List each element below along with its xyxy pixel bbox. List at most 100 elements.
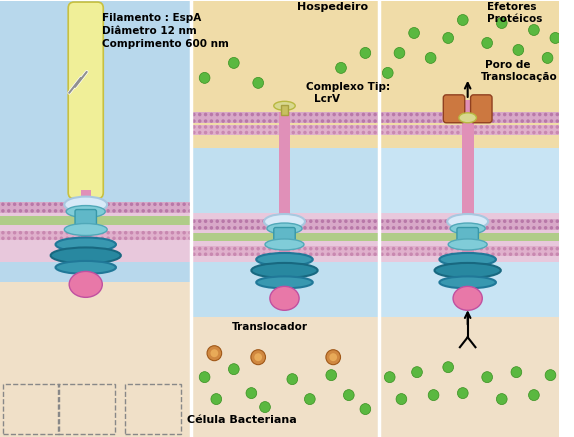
Text: Complexo Tip:: Complexo Tip: xyxy=(306,82,390,92)
Circle shape xyxy=(538,226,541,229)
Circle shape xyxy=(392,219,395,223)
Circle shape xyxy=(95,202,98,206)
Circle shape xyxy=(215,125,219,129)
Circle shape xyxy=(373,226,377,229)
Circle shape xyxy=(433,119,436,123)
Circle shape xyxy=(468,125,471,129)
Circle shape xyxy=(356,119,359,123)
Circle shape xyxy=(515,119,518,123)
Bar xyxy=(379,246,559,257)
Circle shape xyxy=(332,219,336,223)
Circle shape xyxy=(409,253,413,256)
Circle shape xyxy=(479,219,483,223)
Circle shape xyxy=(1,209,5,213)
Circle shape xyxy=(274,219,277,223)
Circle shape xyxy=(474,113,477,116)
Circle shape xyxy=(222,113,225,116)
Circle shape xyxy=(42,231,45,235)
Circle shape xyxy=(165,209,168,213)
Circle shape xyxy=(286,219,289,223)
Circle shape xyxy=(538,119,541,123)
Circle shape xyxy=(479,125,483,129)
Circle shape xyxy=(468,119,471,123)
Circle shape xyxy=(257,125,260,129)
Circle shape xyxy=(415,113,419,116)
Circle shape xyxy=(177,209,180,213)
Circle shape xyxy=(30,236,34,240)
Ellipse shape xyxy=(265,239,304,250)
Circle shape xyxy=(321,247,324,250)
Circle shape xyxy=(268,113,272,116)
Circle shape xyxy=(356,253,359,256)
Circle shape xyxy=(297,253,301,256)
Circle shape xyxy=(538,125,541,129)
Circle shape xyxy=(380,226,383,229)
Circle shape xyxy=(380,253,383,256)
Circle shape xyxy=(415,131,419,134)
Circle shape xyxy=(427,131,430,134)
Circle shape xyxy=(222,219,225,223)
Circle shape xyxy=(433,113,436,116)
Circle shape xyxy=(456,113,460,116)
Circle shape xyxy=(177,236,180,240)
Circle shape xyxy=(526,226,530,229)
Circle shape xyxy=(468,253,471,256)
Circle shape xyxy=(468,113,471,116)
Circle shape xyxy=(451,253,454,256)
Circle shape xyxy=(77,231,81,235)
Circle shape xyxy=(48,202,52,206)
Circle shape xyxy=(404,113,407,116)
Circle shape xyxy=(321,113,324,116)
Circle shape xyxy=(350,247,354,250)
Circle shape xyxy=(210,119,213,123)
Bar xyxy=(379,112,559,123)
Circle shape xyxy=(292,113,295,116)
Circle shape xyxy=(479,119,483,123)
Circle shape xyxy=(259,402,270,413)
Circle shape xyxy=(456,226,460,229)
Circle shape xyxy=(468,219,471,223)
Bar xyxy=(191,112,379,123)
Circle shape xyxy=(497,226,501,229)
Circle shape xyxy=(165,236,168,240)
Circle shape xyxy=(177,202,180,206)
Circle shape xyxy=(198,119,201,123)
Circle shape xyxy=(404,226,407,229)
Text: Comprimento 600 nm: Comprimento 600 nm xyxy=(102,39,229,49)
Circle shape xyxy=(159,236,162,240)
Circle shape xyxy=(421,219,425,223)
Circle shape xyxy=(544,219,548,223)
Circle shape xyxy=(443,32,453,43)
Circle shape xyxy=(254,353,262,361)
Circle shape xyxy=(503,131,506,134)
Circle shape xyxy=(13,231,17,235)
Circle shape xyxy=(7,209,10,213)
Circle shape xyxy=(338,247,342,250)
Circle shape xyxy=(497,394,507,405)
Circle shape xyxy=(36,231,40,235)
Circle shape xyxy=(415,226,419,229)
Circle shape xyxy=(338,113,342,116)
Circle shape xyxy=(297,131,301,134)
Circle shape xyxy=(545,370,556,381)
Circle shape xyxy=(415,125,419,129)
Circle shape xyxy=(427,226,430,229)
Circle shape xyxy=(409,119,413,123)
Circle shape xyxy=(280,125,284,129)
Circle shape xyxy=(462,119,466,123)
Circle shape xyxy=(444,125,448,129)
Circle shape xyxy=(71,236,75,240)
Circle shape xyxy=(362,226,365,229)
Circle shape xyxy=(253,77,263,88)
Circle shape xyxy=(130,236,133,240)
Circle shape xyxy=(486,131,489,134)
Circle shape xyxy=(83,236,87,240)
Circle shape xyxy=(292,247,295,250)
Bar xyxy=(81,190,91,277)
Circle shape xyxy=(239,119,242,123)
Circle shape xyxy=(280,113,284,116)
Circle shape xyxy=(245,119,248,123)
Circle shape xyxy=(222,125,225,129)
Circle shape xyxy=(204,247,207,250)
Circle shape xyxy=(538,131,541,134)
